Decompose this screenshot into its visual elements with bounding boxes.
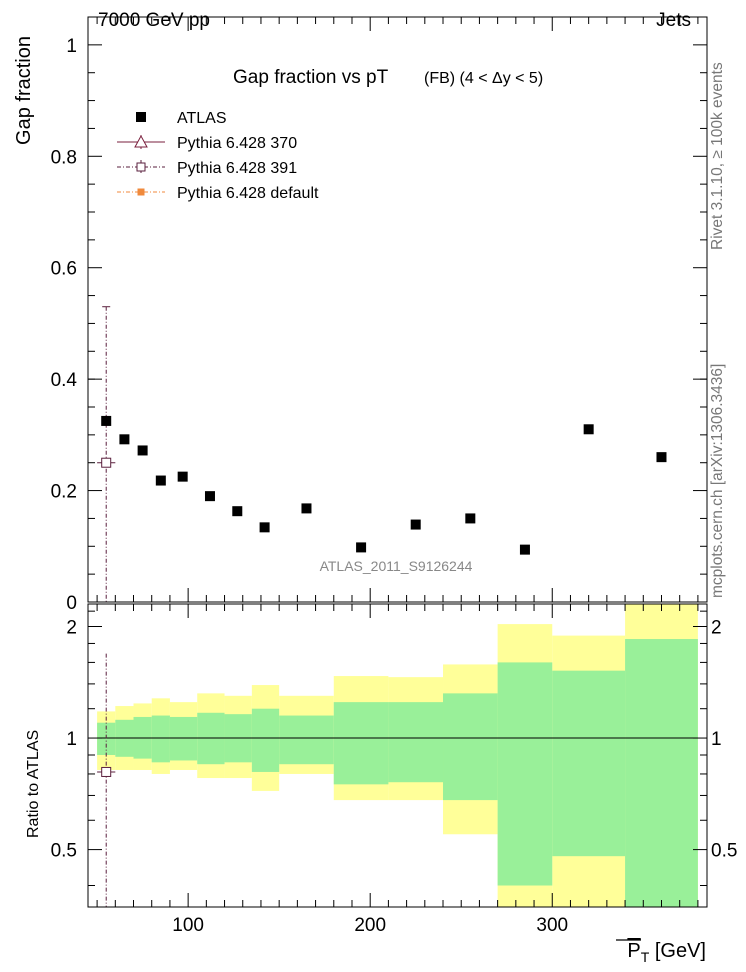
atlas-data-point: [656, 452, 667, 463]
main-frame: [87, 16, 708, 603]
atlas-data-point: [465, 513, 476, 524]
atlas-data-point: [232, 506, 243, 517]
atlas-data-point: [519, 544, 530, 555]
rivet-version-label: Rivet 3.1.10, ≥ 100k events: [709, 62, 726, 250]
atlas-data-point: [119, 434, 130, 445]
atlas-data-point: [177, 471, 188, 482]
ratio-frame: [87, 603, 708, 908]
green-band-bin: [279, 715, 334, 765]
legend-label: ATLAS: [177, 110, 227, 127]
chart-subtitle: (FB) (4 < Δy < 5): [424, 70, 543, 87]
green-band-bin: [169, 716, 198, 761]
ratio-ytick-label: 2: [66, 617, 77, 638]
process-label: Jets: [656, 10, 691, 31]
legend-marker: [137, 188, 145, 196]
green-band-bin: [552, 670, 626, 857]
ratio-ytick-label: 0.5: [51, 841, 77, 862]
main-panel: 0 0.2 0.4 0.6 0.8 1 Gap fraction vs pT (FB) (…: [51, 16, 708, 614]
green-band-bin: [625, 639, 698, 907]
atlas-data-point: [155, 475, 166, 486]
ratio-ytick-label-right: 0.5: [711, 841, 737, 862]
collision-label: 7000 GeV pp: [98, 10, 210, 31]
legend-label: Pythia 6.428 370: [177, 135, 297, 152]
xtick-label: 300: [536, 915, 568, 936]
green-band-bin: [497, 662, 553, 886]
green-band-bin: [388, 702, 444, 783]
atlas-data-point: [583, 424, 594, 435]
ratio-ylabel: Ratio to ATLAS: [25, 730, 42, 838]
atlas-data-point: [204, 491, 215, 502]
green-band-bin: [251, 708, 280, 772]
ratio-ytick-label: 1: [66, 729, 77, 750]
x-axis-symbol: P: [627, 940, 640, 962]
ratio-ytick-label-right: 1: [711, 729, 722, 750]
mcplots-label: mcplots.cern.ch [arXiv:1306.3436]: [709, 364, 726, 598]
chart-title: Gap fraction vs pT: [233, 67, 389, 88]
atlas-data-point: [101, 415, 112, 426]
atlas-data-point: [356, 542, 367, 553]
legend-entry: Pythia 6.428 391: [117, 160, 297, 177]
main-ytick-label: 0.2: [51, 482, 77, 503]
xtick-label: 200: [354, 915, 386, 936]
atlas-data-point: [301, 503, 312, 514]
legend-label: Pythia 6.428 391: [177, 160, 297, 177]
legend-entry: Pythia 6.428 default: [117, 185, 319, 202]
x-axis-subscript: T: [641, 949, 650, 965]
legend-marker: [134, 134, 148, 148]
x-axis-title: PT [GeV]: [627, 940, 706, 965]
green-band-bin: [97, 722, 116, 756]
green-band-bin: [151, 715, 170, 763]
legend: ATLAS Pythia 6.428 370 Pythia 6.428 391 Pyt…: [117, 110, 319, 202]
ratio-mc-point: [101, 766, 112, 777]
atlas-data-point: [259, 522, 270, 533]
legend-label: Pythia 6.428 default: [177, 185, 319, 202]
atlas-data-point: [410, 519, 421, 530]
main-ytick-label: 0.8: [51, 147, 77, 168]
legend-marker: [136, 162, 146, 172]
mc-point: [101, 457, 112, 468]
xtick-label: 100: [172, 915, 204, 936]
legend-marker: [136, 112, 146, 122]
x-axis-unit: [GeV]: [649, 940, 706, 962]
main-ylabel: Gap fraction: [13, 36, 35, 145]
ratio-ytick-label-right: 2: [711, 617, 722, 638]
legend-entry: Pythia 6.428 370: [117, 134, 297, 152]
main-ytick-label: 0.4: [51, 370, 78, 391]
legend-entry: ATLAS: [136, 110, 227, 127]
ratio-panel: 0.5 0.5 1 1 2 2 100 200 300: [51, 603, 737, 936]
main-ytick-label: 0.6: [51, 259, 77, 280]
analysis-watermark: ATLAS_2011_S9126244: [320, 558, 473, 574]
green-band-bin: [443, 693, 498, 801]
green-band-bin: [333, 702, 389, 785]
main-ytick-label: 0: [66, 593, 77, 614]
main-ytick-label: 1: [66, 36, 77, 57]
atlas-data-point: [137, 445, 148, 456]
